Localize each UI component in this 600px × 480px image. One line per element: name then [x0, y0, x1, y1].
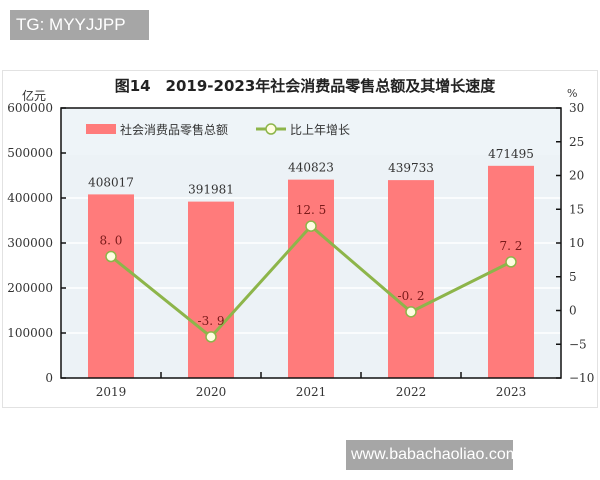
- growth-marker-2019: [105, 250, 117, 263]
- bar-2020: [188, 201, 234, 378]
- growth-value-label: 7. 2: [500, 239, 523, 253]
- growth-value-label: -0. 2: [398, 289, 425, 303]
- x-axis-label: 2022: [396, 385, 427, 399]
- x-axis-label: 2019: [96, 385, 127, 399]
- chart-title: 图14 2019-2023年社会消费品零售总额及其增长速度: [114, 77, 496, 95]
- right-axis-unit: %: [567, 87, 578, 100]
- legend-line-marker: [265, 123, 277, 135]
- left-axis-label: 100000: [7, 326, 53, 340]
- growth-value-label: 12. 5: [296, 203, 327, 217]
- legend-area: [62, 109, 560, 155]
- right-axis-label: 0: [569, 304, 577, 318]
- growth-marker-2020: [205, 331, 217, 343]
- x-axis-label: 2021: [296, 385, 327, 399]
- left-axis-label: 300000: [7, 236, 53, 250]
- right-axis-label: 30: [569, 101, 584, 115]
- growth-value-label: -3. 9: [198, 314, 225, 328]
- legend-line-label: 比上年增长: [290, 123, 350, 137]
- bar-value-label: 408017: [88, 175, 134, 189]
- bar-2023: [488, 165, 534, 378]
- left-axis-unit: 亿元: [22, 89, 47, 103]
- bar-2019: [88, 194, 134, 378]
- left-axis-label: 600000: [7, 101, 53, 115]
- bar-2021: [288, 179, 334, 378]
- left-axis-label: 500000: [7, 146, 53, 160]
- bar-2022: [388, 180, 434, 378]
- right-axis-label: 5: [569, 270, 577, 284]
- left-axis-label: 0: [45, 371, 53, 385]
- right-axis-label: 20: [569, 169, 584, 183]
- right-axis-label: 15: [569, 202, 584, 216]
- growth-marker-2022: [405, 306, 417, 318]
- right-axis-label: 10: [569, 236, 584, 250]
- x-axis-label: 2020: [196, 385, 227, 399]
- right-axis-label: 25: [569, 135, 584, 149]
- left-axis-label: 200000: [7, 281, 53, 295]
- bar-value-label: 439733: [388, 161, 434, 175]
- legend-bar-label: 社会消费品零售总额: [120, 122, 228, 137]
- bar-value-label: 391981: [188, 183, 234, 197]
- right-axis-label: −5: [569, 337, 587, 351]
- x-axis-label: 2023: [496, 385, 527, 399]
- growth-value-label: 8. 0: [100, 234, 123, 248]
- growth-marker-2021: [305, 220, 317, 232]
- right-axis-label: −10: [569, 371, 594, 385]
- growth-marker-2023: [505, 256, 517, 268]
- legend-bar-swatch: [86, 124, 116, 134]
- watermark-top: TG: MYYJJPP: [10, 10, 149, 40]
- bar-value-label: 440823: [288, 161, 334, 175]
- bar-value-label: 471495: [488, 147, 534, 161]
- watermark-bottom: www.babachaoliao.com: [346, 440, 519, 470]
- left-axis-label: 400000: [7, 191, 53, 205]
